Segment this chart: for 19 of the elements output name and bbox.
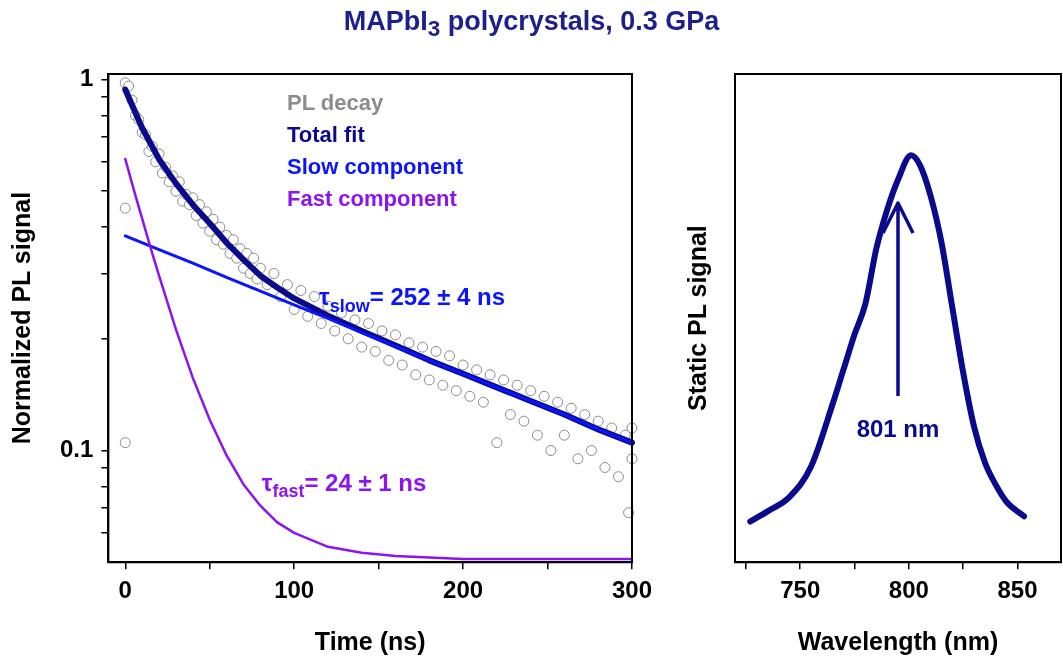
- x-axis-title: Wavelength (nm): [797, 626, 999, 655]
- x-tick-label: 850: [997, 576, 1038, 604]
- chart-title: MAPbI$_{3}$ polycrystals, 0.3 GPa: [342, 6, 721, 43]
- x-tick-label: 300: [611, 576, 652, 604]
- x-tick-label: 0: [118, 576, 132, 604]
- y-tick-label: 1: [80, 64, 94, 92]
- text: Fast component: [286, 186, 458, 212]
- text: Total fit: [286, 122, 366, 148]
- y-tick-label: 0.1: [59, 435, 94, 463]
- x-tick-label: 750: [780, 576, 821, 604]
- x-tick-label: 200: [443, 576, 484, 604]
- annotation: 801 nm: [856, 415, 940, 443]
- y-axis-title: Static PL signal: [682, 225, 711, 411]
- x-tick-label: 800: [888, 576, 929, 604]
- x-axis-title: Time (ns): [314, 626, 426, 655]
- text: PL decay: [286, 90, 384, 116]
- y-axis-title: Normalized PL signal: [6, 191, 35, 445]
- text: Slow component: [286, 154, 464, 180]
- x-tick-label: 100: [274, 576, 315, 604]
